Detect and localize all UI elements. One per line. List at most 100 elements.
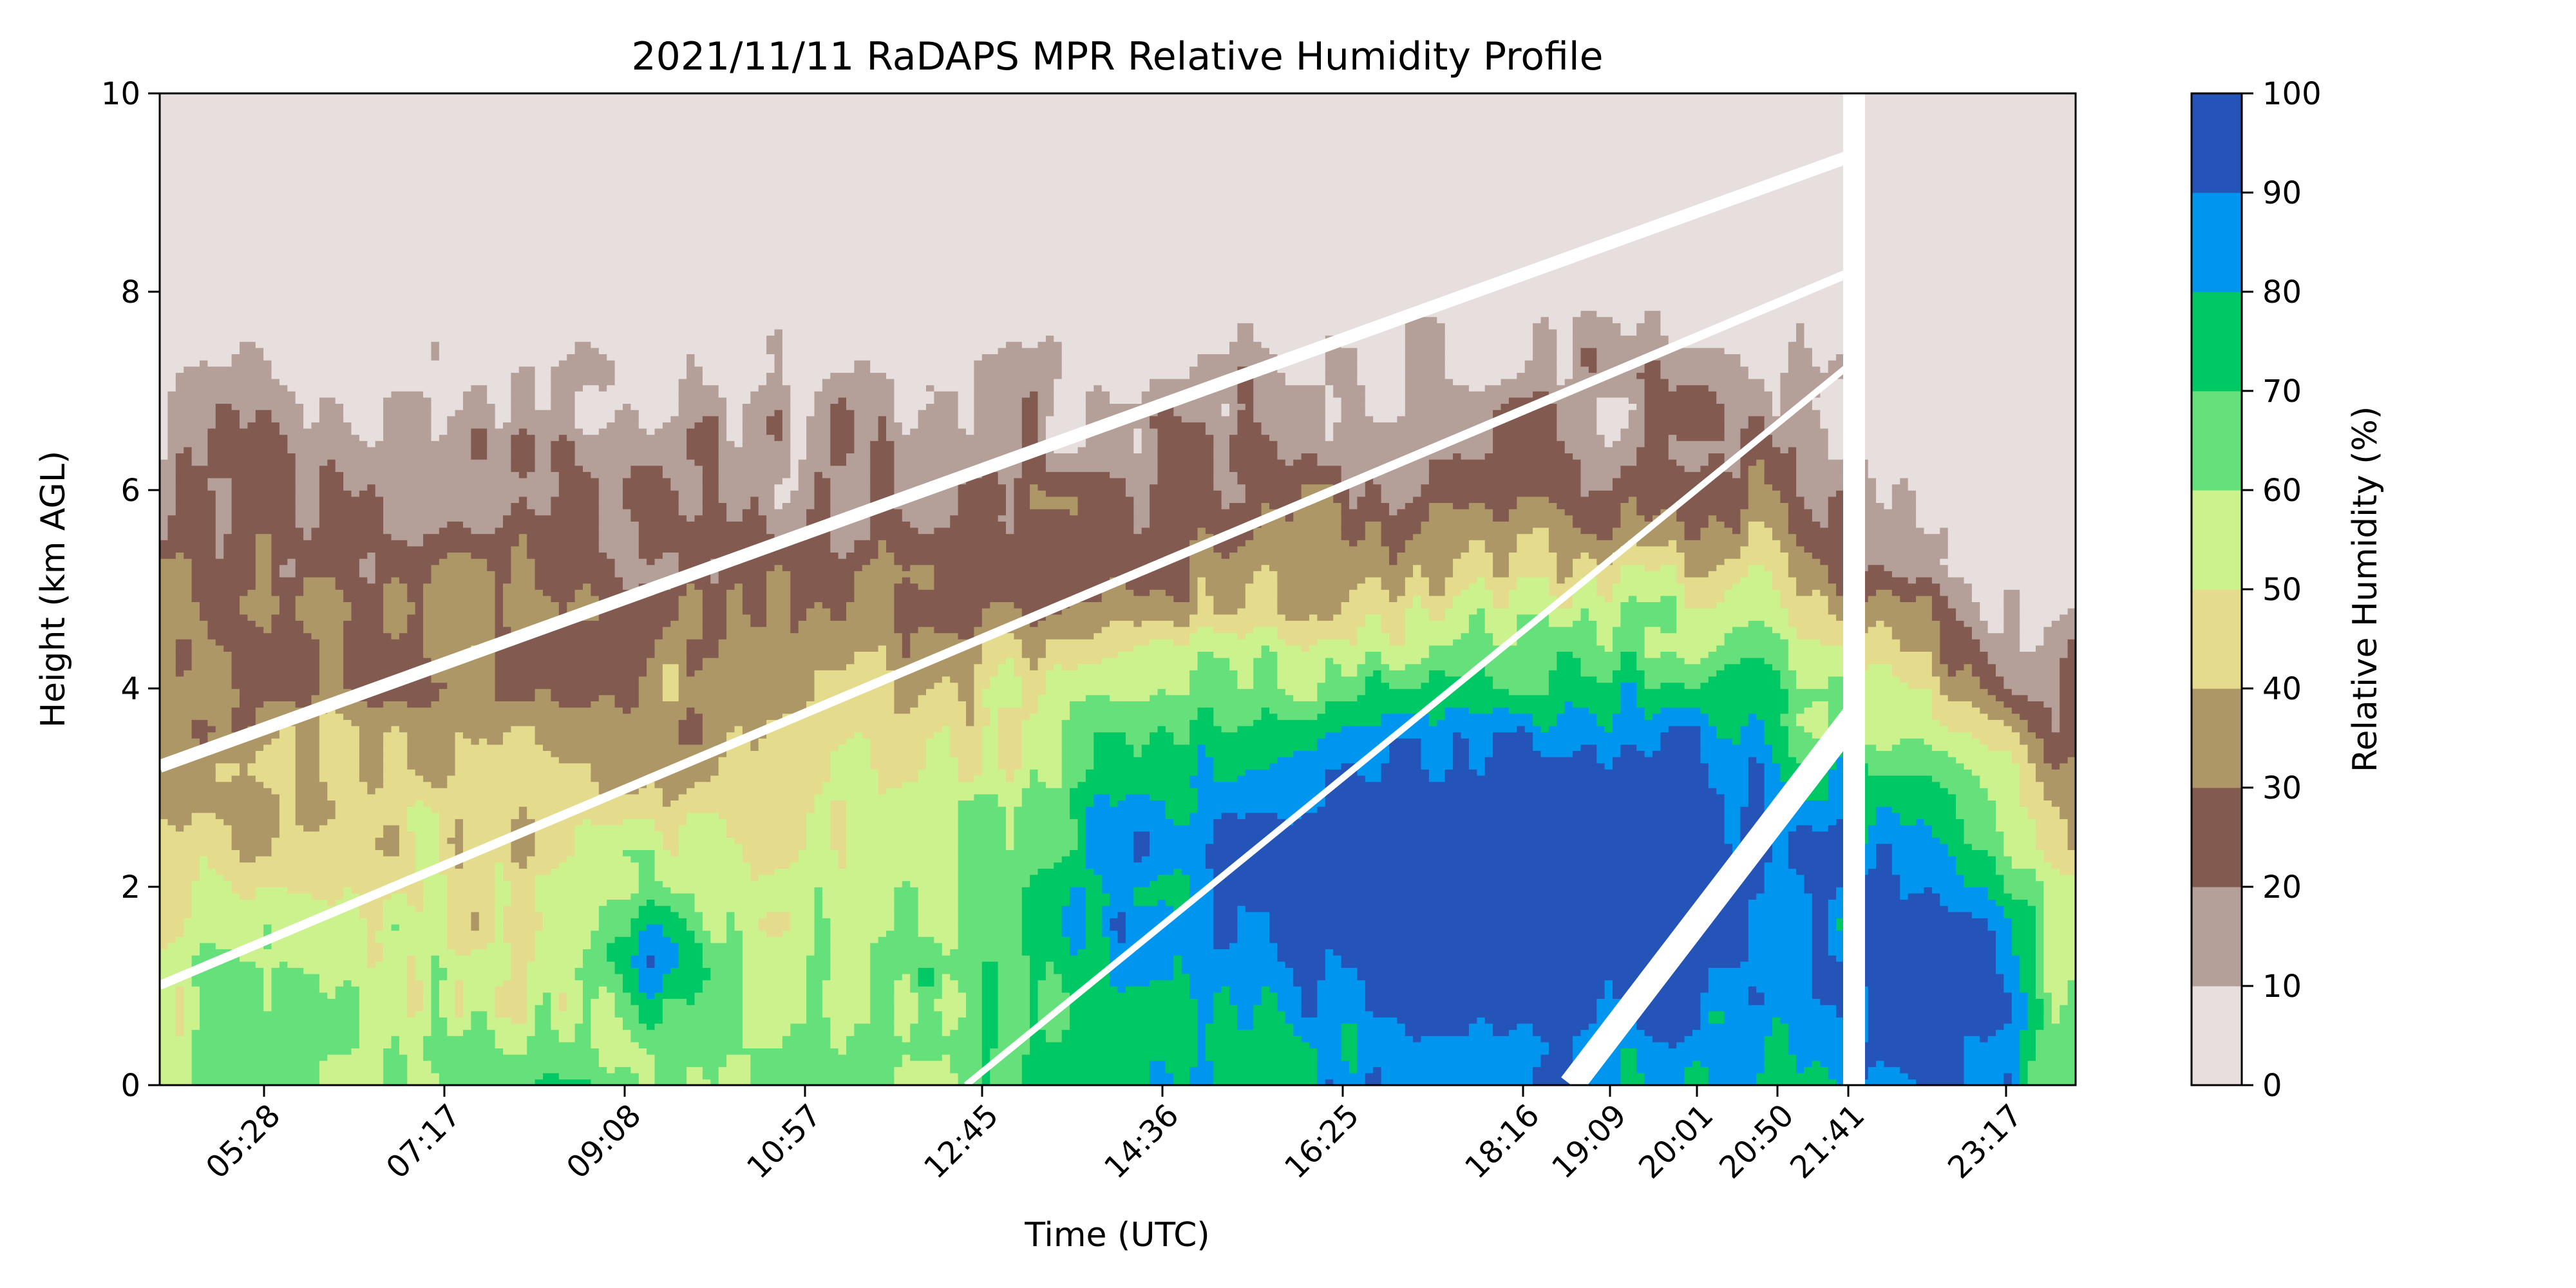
contour-cell: [255, 583, 272, 590]
contour-cell: [1357, 496, 1382, 503]
contour-cell: [1644, 626, 1662, 634]
contour-cell: [638, 973, 663, 981]
contour-cell: [1389, 738, 1422, 745]
contour-cell: [1724, 403, 1773, 410]
contour-cell: [375, 576, 392, 584]
contour-cell: [574, 831, 663, 838]
contour-cell: [240, 595, 280, 602]
contour-cell: [295, 558, 360, 565]
contour-cell: [518, 366, 536, 373]
contour-cell: [1740, 446, 1781, 453]
contour-cell: [1860, 732, 1973, 739]
contour-cell: [1357, 1036, 1414, 1043]
contour-cell: [551, 508, 600, 516]
contour-cell: [1812, 508, 1829, 516]
contour-cell: [439, 434, 472, 441]
contour-cell: [463, 397, 488, 404]
contour-cell: [687, 651, 719, 658]
contour-cell: [1987, 849, 2005, 857]
contour-cell: [638, 942, 679, 949]
contour-cell: [870, 527, 919, 535]
contour-cell: [830, 930, 887, 937]
contour-cell: [981, 1054, 990, 1061]
contour-cell: [1940, 893, 1989, 900]
contour-cell: [527, 502, 552, 509]
contour-cell: [1748, 620, 1765, 627]
contour-cell: [1644, 403, 1725, 410]
contour-cell: [607, 954, 632, 962]
contour-cell: [1628, 397, 1645, 404]
contour-cell: [591, 1023, 623, 1030]
contour-cell: [1557, 719, 1598, 726]
contour-cell: [1548, 670, 1582, 677]
contour-cell: [1852, 899, 1941, 906]
contour-cell: [854, 657, 887, 665]
contour-cell: [407, 595, 424, 602]
contour-cell: [782, 347, 999, 354]
contour-cell: [2003, 1079, 2012, 1085]
contour-cell: [503, 601, 560, 609]
contour-cell: [2051, 762, 2060, 770]
contour-cell: [1021, 682, 1046, 689]
contour-cell: [687, 663, 703, 670]
contour-cell: [455, 824, 464, 832]
contour-cell: [1381, 651, 1430, 658]
contour-cell: [830, 409, 855, 417]
contour-cell: [160, 1029, 176, 1036]
contour-cell: [798, 471, 815, 478]
contour-cell: [750, 502, 759, 509]
contour-cell: [1788, 446, 1797, 453]
contour-cell: [766, 341, 783, 348]
contour-cell: [1780, 595, 1829, 602]
contour-cell: [750, 496, 759, 503]
contour-cell: [894, 1029, 911, 1036]
contour-cell: [687, 812, 719, 819]
contour-cell: [1524, 725, 1542, 733]
contour-cell: [694, 893, 815, 900]
contour-cell: [1700, 725, 1717, 733]
contour-cell: [511, 954, 536, 962]
contour-cell: [1596, 354, 1645, 361]
contour-cell: [1508, 397, 1549, 404]
contour-cell: [910, 645, 983, 652]
contour-cell: [1676, 607, 1789, 615]
contour-cell: [215, 533, 224, 540]
contour-cell: [1030, 769, 1039, 776]
contour-cell: [1947, 788, 1989, 795]
contour-cell: [942, 1017, 959, 1024]
contour-cell: [1189, 732, 1326, 739]
contour-cell: [1341, 1029, 1358, 1036]
contour-cell: [495, 663, 647, 670]
contour-cell: [383, 1072, 408, 1080]
contour-cell: [335, 583, 384, 590]
contour-cell: [1644, 378, 1669, 386]
contour-cell: [662, 471, 703, 478]
contour-cell: [1788, 706, 1805, 714]
contour-cell: [1844, 366, 2076, 373]
contour-cell: [694, 354, 775, 361]
contour-cell: [918, 775, 959, 782]
contour-cell: [1708, 713, 1749, 720]
contour-cell: [1908, 682, 1941, 689]
contour-cell: [535, 930, 592, 937]
contour-cell: [1405, 1029, 1470, 1036]
contour-cell: [1764, 657, 1789, 665]
contour-cell: [551, 998, 560, 1005]
contour-cell: [2027, 756, 2045, 764]
contour-cell: [1229, 446, 1278, 453]
contour-cell: [1804, 725, 1829, 733]
contour-cell: [1213, 998, 1230, 1005]
contour-cell: [295, 769, 320, 776]
contour-cell: [934, 682, 959, 689]
contour-cell: [1828, 601, 1933, 609]
contour-cell: [1085, 806, 1166, 813]
contour-cell: [1357, 1041, 1549, 1048]
contour-cell: [175, 372, 272, 379]
contour-cell: [1277, 446, 1493, 453]
contour-cell: [1301, 484, 1334, 491]
contour-cell: [591, 1010, 616, 1018]
contour-cell: [160, 341, 240, 348]
contour-cell: [247, 769, 296, 776]
contour-cell: [1940, 632, 1973, 639]
contour-cell: [1101, 887, 1135, 894]
